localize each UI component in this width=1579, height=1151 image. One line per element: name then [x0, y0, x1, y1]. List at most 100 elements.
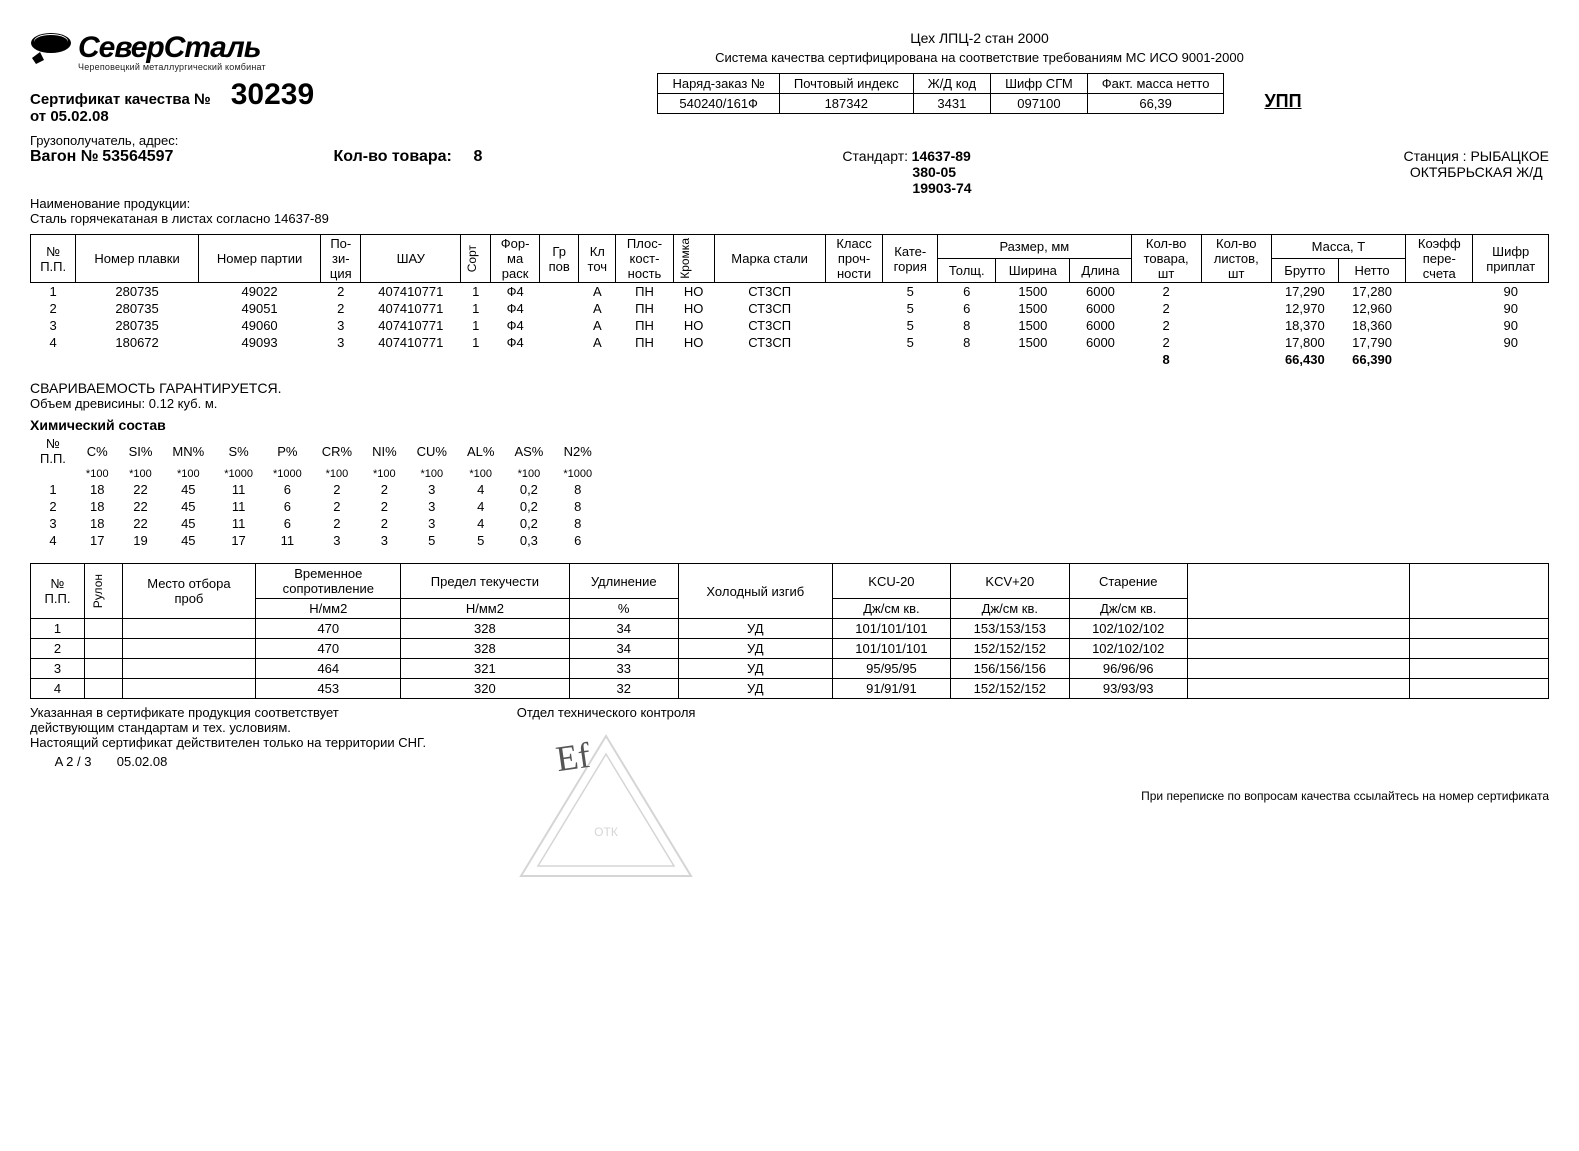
logo: СеверСталь — [30, 30, 330, 66]
logo-block: СеверСталь Череповецкий металлургический… — [30, 30, 330, 125]
mh-tek-u: Н/мм2 — [401, 599, 569, 619]
chem-h-6: CR% — [312, 435, 362, 467]
chem-m-11: *1000 — [553, 467, 602, 481]
info-h-3: Шифр СГМ — [991, 74, 1088, 94]
product-name: Сталь горячекатаная в листах согласно 14… — [30, 211, 1549, 226]
chem-h-3: MN% — [162, 435, 214, 467]
h-massa: Масса, Т — [1271, 235, 1405, 259]
footer-line3: Настоящий сертификат действителен только… — [30, 735, 426, 750]
h-kromka: Кромка — [673, 235, 714, 283]
footer-left: Указанная в сертификате продукция соотве… — [30, 705, 426, 886]
cert-label: Сертификат качества № — [30, 91, 211, 108]
chem-title: Химический состав — [30, 417, 1549, 433]
mh-kcv: KCV+20 — [951, 564, 1069, 599]
standard-1: 380-05 — [912, 164, 956, 180]
mh-rulon: Рулон — [85, 564, 122, 619]
h-dlina: Длина — [1070, 259, 1131, 283]
mh-udl: Удлинение — [569, 564, 678, 599]
h-kltoch: Кл точ — [579, 235, 616, 283]
station-label: Станция : — [1403, 148, 1466, 164]
h-shir: Ширина — [996, 259, 1070, 283]
totals-row: 8 66,43066,390 — [31, 351, 1549, 368]
chem-m-8: *100 — [407, 467, 457, 481]
chem-m-2: *100 — [119, 467, 163, 481]
chem-h-1: C% — [76, 435, 119, 467]
chem-h-2: SI% — [119, 435, 163, 467]
h-tolsh: Толщ. — [938, 259, 996, 283]
h-kateg: Кате- гория — [883, 235, 938, 283]
table-row: 118224511622340,28 — [30, 481, 602, 498]
info-v-3: 097100 — [991, 94, 1088, 114]
chem-m-1: *100 — [76, 467, 119, 481]
chem-m-10: *100 — [504, 467, 553, 481]
chem-h-4: S% — [214, 435, 263, 467]
h-sort: Сорт — [461, 235, 491, 283]
table-row: 1280735490222407410771 1Ф4АПН НОСТ3СП5 6… — [31, 283, 1549, 301]
chem-m-6: *100 — [312, 467, 362, 481]
mh-vrem-u: Н/мм2 — [256, 599, 401, 619]
cert-date-line: от 05.02.08 — [30, 108, 330, 125]
info-h-2: Ж/Д код — [913, 74, 990, 94]
product-label: Наименование продукции: — [30, 196, 1549, 211]
standard-block: Стандарт: 14637-89 380-05 19903-74 — [842, 148, 971, 196]
footer-line1: Указанная в сертификате продукция соотве… — [30, 705, 426, 720]
cert-number: 30239 — [231, 78, 314, 112]
info-h-1: Почтовый индекс — [779, 74, 913, 94]
logo-icon — [30, 30, 72, 66]
mh-kcu-u: Дж/см кв. — [832, 599, 950, 619]
table-row: 4453320 32УД91/91/91152/152/15293/93/93 — [31, 679, 1549, 699]
chem-m-9: *100 — [457, 467, 504, 481]
mech-table: № П.П. Рулон Место отбора проб Временное… — [30, 563, 1549, 699]
h-klass: Класс проч- ности — [825, 235, 883, 283]
standard-0: 14637-89 — [912, 148, 971, 164]
chem-h-11: N2% — [553, 435, 602, 467]
stamp-icon: ОТК — [506, 726, 706, 886]
h-npp: № П.П. — [31, 235, 76, 283]
footer-line2: действующим стандартам и тех. условиям. — [30, 720, 426, 735]
table-row: 4180672490933407410771 1Ф4АПН НОСТ3СП5 8… — [31, 334, 1549, 351]
chem-m-4: *1000 — [214, 467, 263, 481]
station-block: Станция : РЫБАЦКОЕ ОКТЯБРЬСКАЯ Ж/Д — [1403, 148, 1549, 180]
stamp: ОТК Ef — [506, 726, 706, 886]
header-right: Цех ЛПЦ-2 стан 2000 Система качества сер… — [410, 30, 1549, 114]
weld-note: СВАРИВАЕМОСТЬ ГАРАНТИРУЕТСЯ. — [30, 380, 1549, 396]
h-marka: Марка стали — [714, 235, 825, 283]
mill-line: Цех ЛПЦ-2 стан 2000 — [910, 30, 1048, 46]
chem-m-0 — [30, 467, 76, 481]
h-kolvo: Кол-во товара, шт — [1131, 235, 1201, 283]
h-plosk: Плос- кост- ность — [616, 235, 673, 283]
h-grpov: Гр пов — [540, 235, 579, 283]
upp-label: УПП — [1264, 91, 1301, 112]
h-poz: По- зи- ция — [321, 235, 361, 283]
footer-right: При переписке по вопросам качества ссыла… — [1141, 789, 1549, 803]
railway: ОКТЯБРЬСКАЯ Ж/Д — [1410, 164, 1543, 180]
standard-2: 19903-74 — [912, 180, 971, 196]
h-razmer: Размер, мм — [938, 235, 1131, 259]
chem-h-7: NI% — [362, 435, 407, 467]
otk-label: Отдел технического контроля — [506, 705, 706, 720]
mh-blank2 — [1410, 564, 1549, 619]
h-plavka: Номер плавки — [76, 235, 199, 283]
mh-izgib: Холодный изгиб — [678, 564, 832, 619]
mh-kcu: KCU-20 — [832, 564, 950, 599]
wood-note: Объем древисины: 0.12 куб. м. — [30, 396, 1549, 411]
mh-star: Старение — [1069, 564, 1187, 599]
mh-udl-u: % — [569, 599, 678, 619]
wagon-num: 53564597 — [102, 148, 173, 165]
h-forma: Фор- ма раск — [491, 235, 540, 283]
cert-date-label: от — [30, 108, 46, 125]
station-name: РЫБАЦКОЕ — [1470, 148, 1549, 164]
table-row: 3280735490603407410771 1Ф4АПН НОСТ3СП5 8… — [31, 317, 1549, 334]
header: СеверСталь Череповецкий металлургический… — [30, 30, 1549, 125]
table-row: 2470328 34УД101/101/101152/152/152102/10… — [31, 639, 1549, 659]
footer: Указанная в сертификате продукция соотве… — [30, 705, 1549, 886]
wagon-line: Вагон № 53564597 Кол-во товара: 8 Станда… — [30, 148, 1549, 196]
standard-label: Стандарт: — [842, 148, 908, 164]
chem-m-7: *100 — [362, 467, 407, 481]
table-row: 3464321 33УД95/95/95156/156/15696/96/96 — [31, 659, 1549, 679]
cert-date: 05.02.08 — [50, 108, 108, 125]
info-h-0: Наряд-заказ № — [658, 74, 779, 94]
svg-text:ОТК: ОТК — [594, 825, 618, 839]
info-v-2: 3431 — [913, 94, 990, 114]
h-shau: ШАУ — [361, 235, 461, 283]
